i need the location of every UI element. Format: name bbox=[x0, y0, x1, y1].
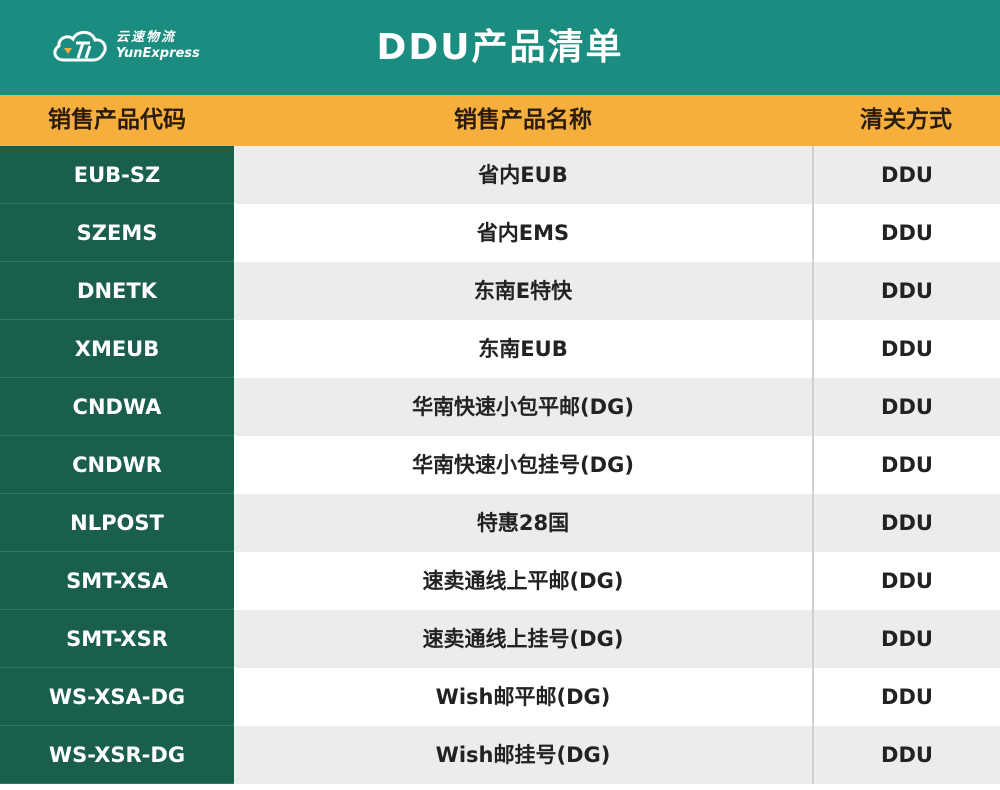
page-title: DDU产品清单 bbox=[376, 27, 624, 68]
column-header-name: 销售产品名称 bbox=[454, 107, 592, 133]
clearance-mode-cell: DDU bbox=[812, 494, 1000, 552]
product-name-cell: 东南EUB bbox=[234, 320, 812, 378]
clearance-mode-cell: DDU bbox=[812, 668, 1000, 726]
table-row: DNETK 东南E特快 DDU bbox=[0, 262, 1000, 320]
clearance-mode-cell: DDU bbox=[812, 204, 1000, 262]
product-name-cell: 速卖通线上挂号(DG) bbox=[234, 610, 812, 668]
column-header-code: 销售产品代码 bbox=[48, 107, 186, 133]
product-code-cell: WS-XSR-DG bbox=[0, 726, 234, 784]
cloud-logo-icon bbox=[53, 30, 107, 62]
product-name-cell: 速卖通线上平邮(DG) bbox=[234, 552, 812, 610]
table-row: SZEMS 省内EMS DDU bbox=[0, 204, 1000, 262]
product-name-cell: 华南快速小包平邮(DG) bbox=[234, 378, 812, 436]
table-row: CNDWR 华南快速小包挂号(DG) DDU bbox=[0, 436, 1000, 494]
product-code-cell: CNDWR bbox=[0, 436, 234, 494]
product-code-cell: SZEMS bbox=[0, 204, 234, 262]
product-name-cell: Wish邮挂号(DG) bbox=[234, 726, 812, 784]
clearance-mode-cell: DDU bbox=[812, 320, 1000, 378]
table-row: CNDWA 华南快速小包平邮(DG) DDU bbox=[0, 378, 1000, 436]
product-code-cell: DNETK bbox=[0, 262, 234, 320]
table-row: SMT-XSR 速卖通线上挂号(DG) DDU bbox=[0, 610, 1000, 668]
product-code-cell: EUB-SZ bbox=[0, 146, 234, 204]
table-header: 销售产品代码 销售产品名称 清关方式 bbox=[0, 95, 1000, 146]
clearance-mode-cell: DDU bbox=[812, 610, 1000, 668]
logo-en-text: YunExpress bbox=[116, 46, 200, 61]
product-code-cell: SMT-XSR bbox=[0, 610, 234, 668]
logo-cn-text: 云速物流 bbox=[116, 30, 177, 45]
table-row: NLPOST 特惠28国 DDU bbox=[0, 494, 1000, 552]
clearance-mode-cell: DDU bbox=[812, 378, 1000, 436]
product-code-cell: SMT-XSA bbox=[0, 552, 234, 610]
table-row: WS-XSR-DG Wish邮挂号(DG) DDU bbox=[0, 726, 1000, 784]
product-name-cell: 东南E特快 bbox=[234, 262, 812, 320]
table-row: XMEUB 东南EUB DDU bbox=[0, 320, 1000, 378]
clearance-mode-cell: DDU bbox=[812, 552, 1000, 610]
product-name-cell: Wish邮平邮(DG) bbox=[234, 668, 812, 726]
clearance-mode-cell: DDU bbox=[812, 726, 1000, 784]
table-row: WS-XSA-DG Wish邮平邮(DG) DDU bbox=[0, 668, 1000, 726]
product-name-cell: 特惠28国 bbox=[234, 494, 812, 552]
clearance-mode-cell: DDU bbox=[812, 146, 1000, 204]
column-header-mode: 清关方式 bbox=[860, 107, 952, 133]
clearance-mode-cell: DDU bbox=[812, 436, 1000, 494]
table-row: SMT-XSA 速卖通线上平邮(DG) DDU bbox=[0, 552, 1000, 610]
product-name-cell: 省内EUB bbox=[234, 146, 812, 204]
yunexpress-logo: 云速物流 YunExpress bbox=[50, 22, 210, 74]
product-code-cell: XMEUB bbox=[0, 320, 234, 378]
product-name-cell: 华南快速小包挂号(DG) bbox=[234, 436, 812, 494]
product-table: EUB-SZ 省内EUB DDU SZEMS 省内EMS DDU DNETK 东… bbox=[0, 146, 1000, 784]
clearance-mode-cell: DDU bbox=[812, 262, 1000, 320]
product-name-cell: 省内EMS bbox=[234, 204, 812, 262]
product-code-cell: WS-XSA-DG bbox=[0, 668, 234, 726]
product-code-cell: NLPOST bbox=[0, 494, 234, 552]
product-code-cell: CNDWA bbox=[0, 378, 234, 436]
table-row: EUB-SZ 省内EUB DDU bbox=[0, 146, 1000, 204]
header-bar: 云速物流 YunExpress DDU产品清单 bbox=[0, 0, 1000, 95]
